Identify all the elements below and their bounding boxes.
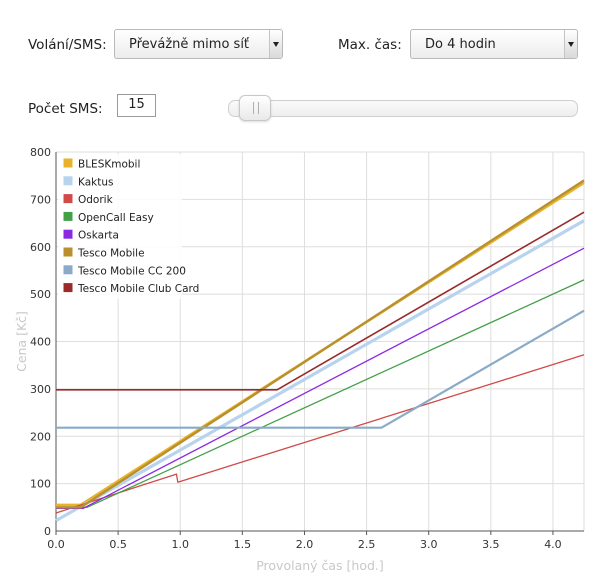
calls-select[interactable]: Převážně mimo síť [114,29,283,59]
y-tick-label: 700 [30,193,51,206]
y-tick-label: 800 [30,146,51,159]
maxtime-select[interactable]: Do 4 hodin [410,29,578,59]
legend-swatch [62,228,74,240]
y-tick-label: 300 [30,383,51,396]
y-tick-label: 500 [30,288,51,301]
sms-label: Počet SMS: [28,101,103,117]
x-tick-label: 1.5 [234,538,252,551]
sms-slider-handle[interactable] [239,95,271,121]
legend-label: Kaktus [78,176,113,188]
sms-count-field[interactable]: 15 [117,94,156,117]
legend-label: Tesco Mobile Club Card [77,283,199,295]
legend-swatch [62,193,74,205]
x-tick-label: 3.5 [482,538,500,551]
legend-swatch [62,264,74,276]
y-tick-label: 100 [30,478,51,491]
legend-label: BLESKmobil [78,159,140,171]
x-tick-label: 3.0 [420,538,438,551]
legend-swatch [62,157,74,169]
series-line [56,179,585,509]
x-tick-label: 1.0 [171,538,189,551]
y-tick-label: 200 [30,430,51,443]
y-tick-label: 0 [44,525,51,538]
series-line [55,354,585,514]
legend-swatch [62,210,74,222]
series-line [55,219,585,522]
series-line [56,211,585,391]
series-line [56,309,585,429]
legend-label: Tesco Mobile [77,248,145,260]
y-tick-label: 400 [30,336,51,349]
x-axis-title: Provolaný čas [hod.] [256,558,384,573]
legend-swatch [62,282,74,294]
maxtime-select-value: Do 4 hodin [425,37,496,52]
legend-label: Odorik [78,194,114,206]
legend-swatch [62,246,74,258]
sms-slider-track[interactable] [228,100,578,117]
x-tick-label: 2.0 [296,538,314,551]
legend-label: Oskarta [78,230,119,242]
legend-label: Tesco Mobile CC 200 [77,265,186,277]
calls-label: Volání/SMS: [28,37,107,53]
x-tick-label: 0.5 [109,538,127,551]
legend-swatch [62,175,74,187]
x-tick-label: 2.5 [358,538,376,551]
legend-box [58,154,182,299]
calls-select-value: Převážně mimo síť [129,37,250,52]
maxtime-label: Max. čas: [338,37,402,53]
legend-label: OpenCall Easy [78,212,154,224]
x-tick-label: 0.0 [47,538,65,551]
y-axis-title: Cena [Kč] [14,311,29,372]
chevron-down-icon [269,30,282,58]
chevron-down-icon [564,30,577,58]
y-tick-label: 600 [30,241,51,254]
x-tick-label: 4.0 [544,538,562,551]
